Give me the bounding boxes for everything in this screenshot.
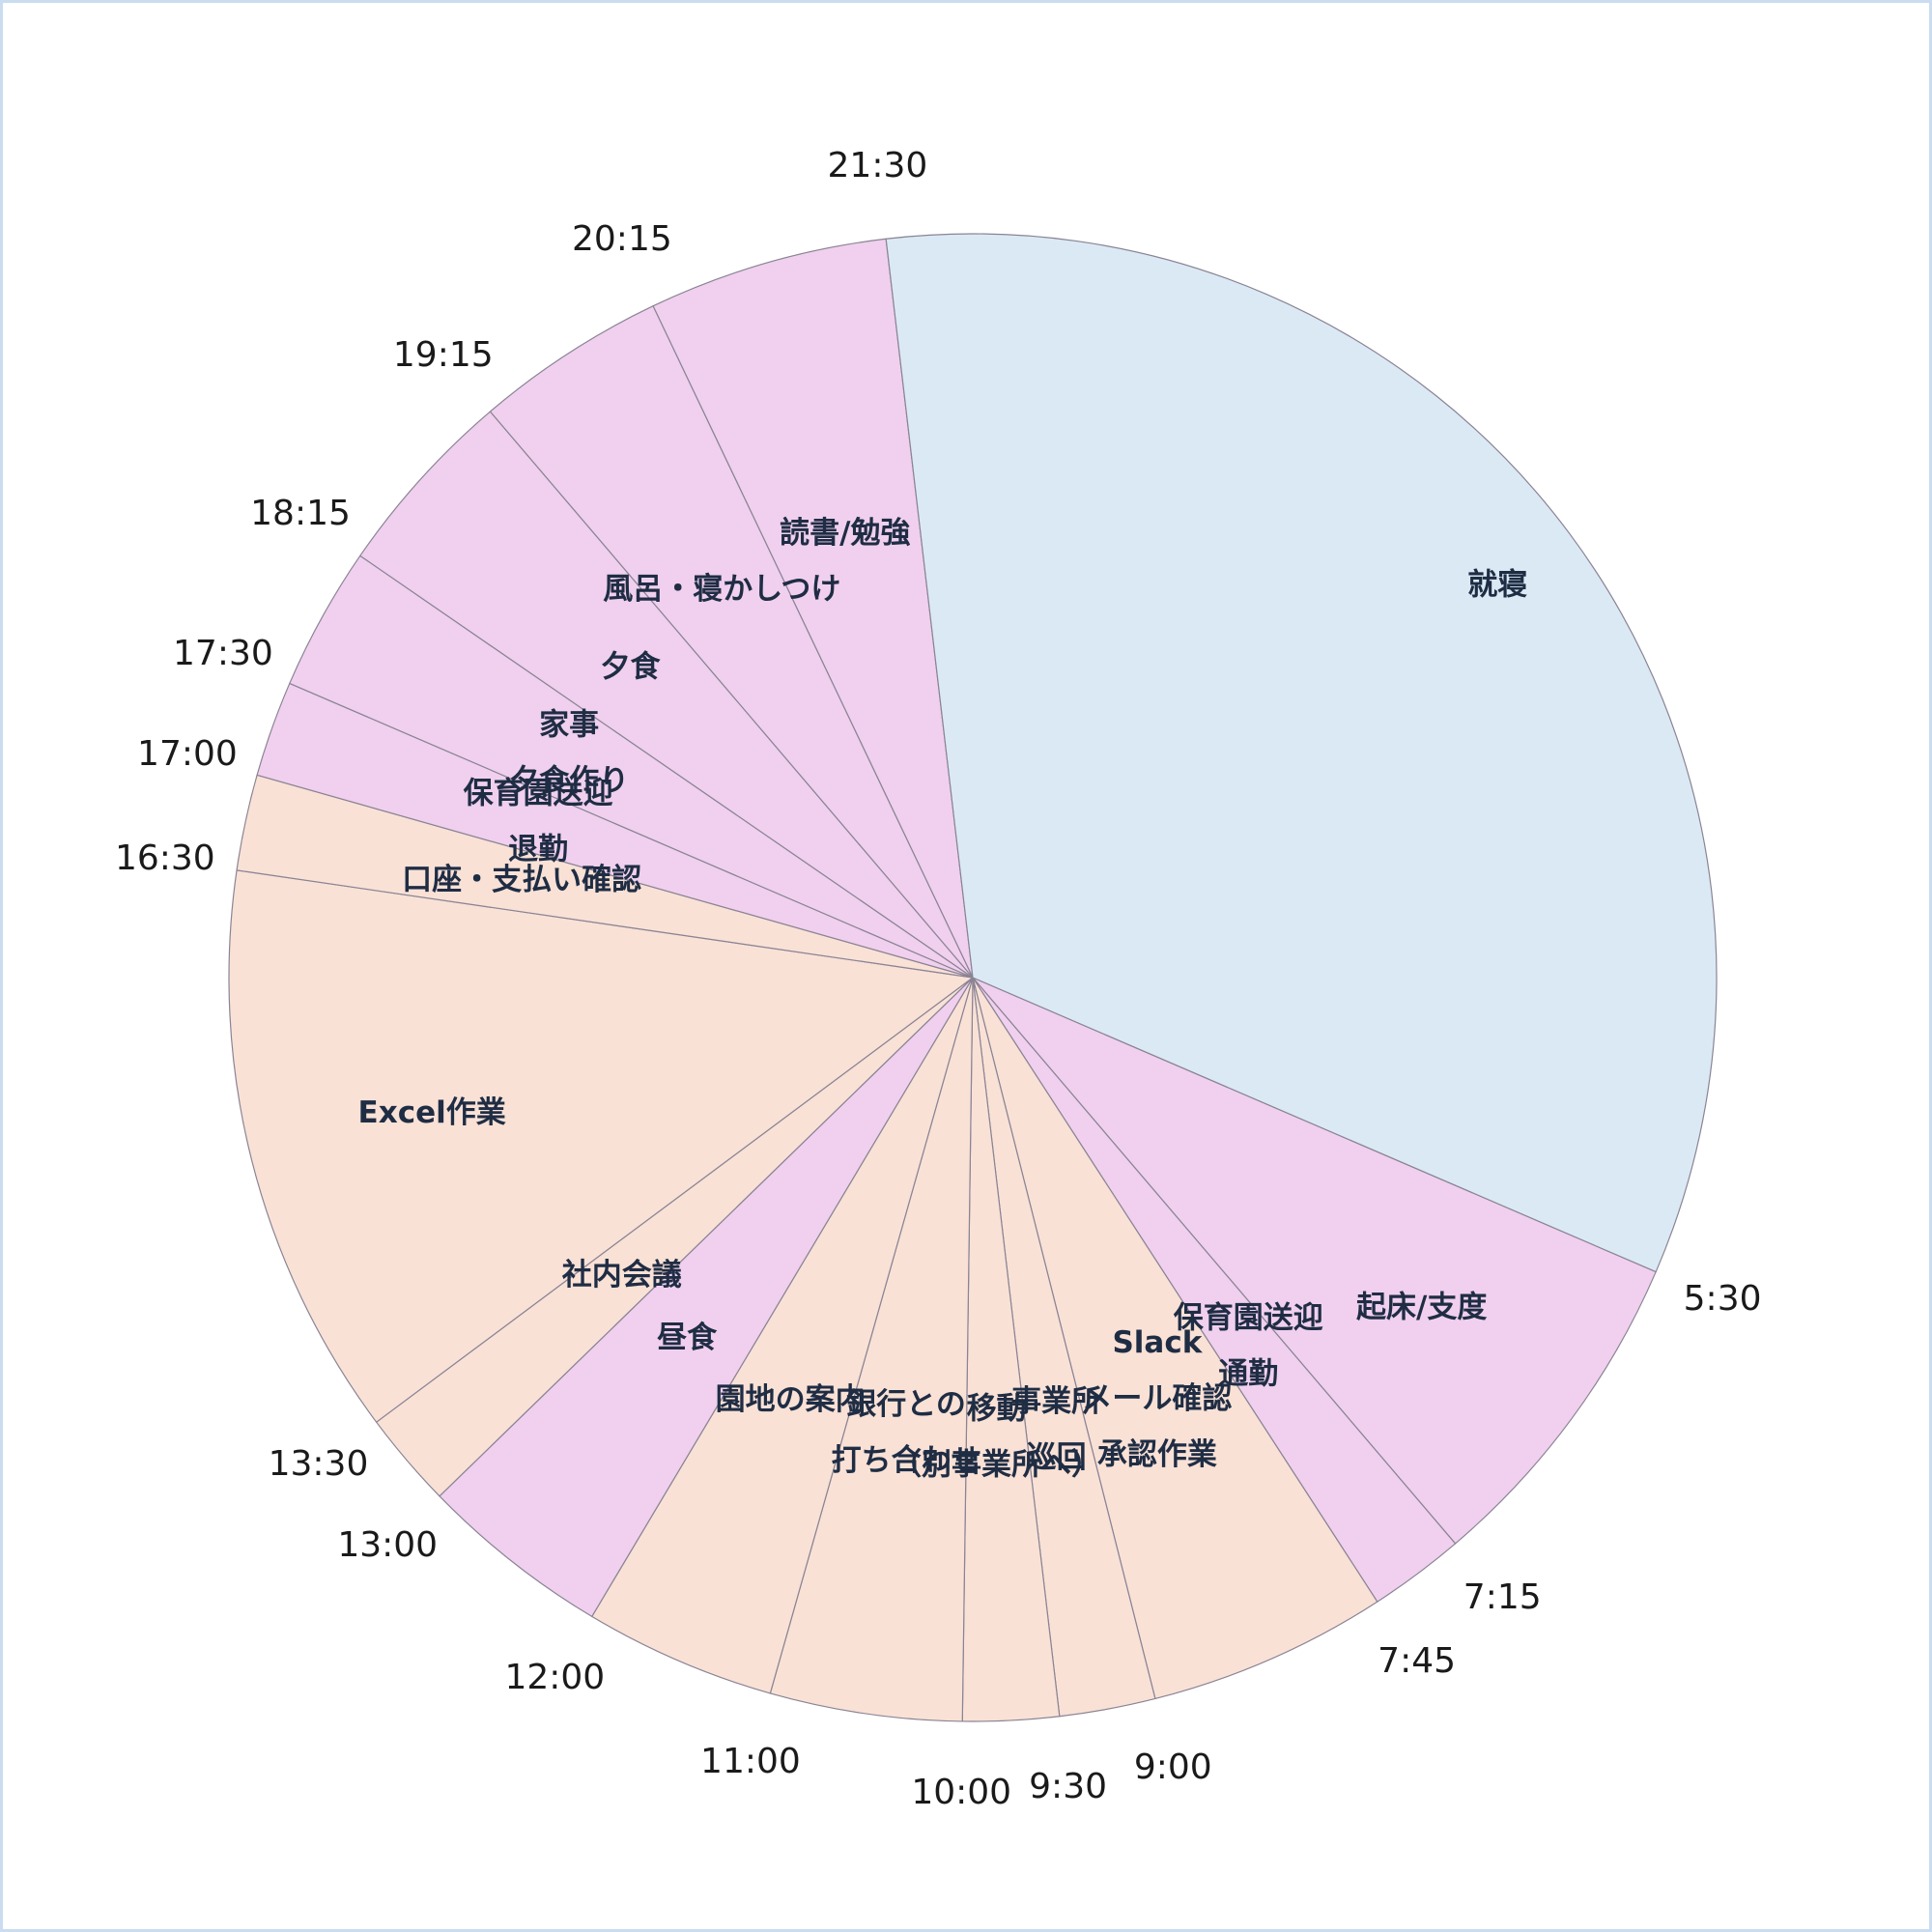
slice-label-11-0: 保育園送迎 xyxy=(464,777,613,811)
time-label-16-30: 16:30 xyxy=(115,838,215,878)
pie-slice-13 xyxy=(358,411,974,979)
slice-label-12-1: 夕食作り xyxy=(509,764,629,799)
pie-slice-9 xyxy=(228,869,975,1424)
pie-slice-7 xyxy=(439,977,974,1618)
pie-slice-2 xyxy=(972,977,1378,1700)
slice-label-11-1: 退勤 xyxy=(508,833,568,867)
time-label-9-30: 9:30 xyxy=(1029,1767,1107,1806)
slice-label-8-0: 社内会議 xyxy=(562,1258,682,1293)
slice-label-15-0: 読書/勉強 xyxy=(780,516,910,551)
slice-label-5-0: 銀行との xyxy=(846,1387,966,1422)
time-label-12-00: 12:00 xyxy=(504,1658,605,1697)
slice-label-4-0: 移動 xyxy=(967,1391,1027,1426)
time-label-7-15: 7:15 xyxy=(1463,1577,1542,1617)
daily-schedule-pie-chart: 起床/支度保育園送迎通勤Slackメール確認承認作業事業所巡回移動（別事業所へ）… xyxy=(115,146,1762,1812)
slice-label-4-1: （別事業所へ） xyxy=(892,1447,1101,1482)
slice-label-2-2: 承認作業 xyxy=(1097,1437,1217,1472)
slice-label-12-0: 家事 xyxy=(539,708,599,743)
time-label-7-45: 7:45 xyxy=(1378,1641,1456,1681)
pie-slice-14 xyxy=(489,304,974,979)
slice-label-3-0: 事業所 xyxy=(1011,1384,1101,1419)
time-label-17-00: 17:00 xyxy=(137,734,238,774)
time-label-13-30: 13:30 xyxy=(269,1444,369,1484)
time-label-21-30: 21:30 xyxy=(828,146,928,185)
time-label-11-00: 11:00 xyxy=(700,1742,801,1781)
slice-label-13-0: 夕食 xyxy=(601,650,662,685)
slice-label-14-0: 風呂・寝かしつけ xyxy=(603,572,840,607)
time-label-10-00: 10:00 xyxy=(911,1773,1011,1812)
pie-slice-6 xyxy=(590,977,974,1694)
slice-label-1-0: 保育園送迎 xyxy=(1174,1300,1323,1335)
time-label-19-15: 19:15 xyxy=(393,335,494,375)
slice-label-6-0: 園地の案内 xyxy=(716,1382,866,1417)
time-label-5-30: 5:30 xyxy=(1684,1279,1762,1319)
slice-label-5-1: 打ち合わせ xyxy=(832,1443,981,1478)
slice-label-16-0: 就寝 xyxy=(1467,568,1527,603)
pie-slice-16 xyxy=(885,233,1718,1273)
slice-label-2-1: メール確認 xyxy=(1082,1381,1232,1416)
slice-label-9-0: Excel作業 xyxy=(358,1095,506,1130)
time-label-17-30: 17:30 xyxy=(173,634,273,673)
slice-label-7-0: 昼食 xyxy=(657,1321,718,1355)
pie-slice-15 xyxy=(652,238,974,979)
slice-label-3-1: 巡回 xyxy=(1027,1440,1087,1475)
time-label-20-15: 20:15 xyxy=(572,219,672,259)
pie-slice-0 xyxy=(972,977,1657,1545)
time-label-13-00: 13:00 xyxy=(337,1525,438,1565)
slice-label-1-1: 通勤 xyxy=(1218,1356,1278,1391)
slice-label-2-0: Slack xyxy=(1112,1325,1203,1360)
slice-label-10-0: 口座・支払い確認 xyxy=(402,863,641,897)
pie-slice-5 xyxy=(769,977,974,1722)
time-label-18-15: 18:15 xyxy=(250,494,351,533)
time-label-9-00: 9:00 xyxy=(1134,1747,1212,1787)
slice-label-0-0: 起床/支度 xyxy=(1356,1290,1487,1324)
